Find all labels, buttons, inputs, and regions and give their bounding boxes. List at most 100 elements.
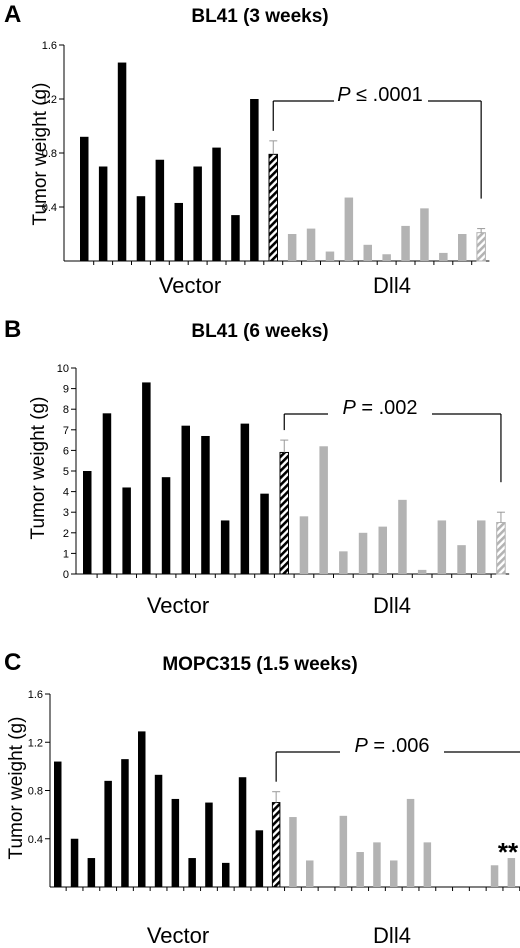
panel-b-y-tick-label: 7: [63, 425, 69, 437]
panel-a: A BL41 (3 weeks) Tumor weight (g) Vector…: [4, 1, 490, 298]
panel-a-y-tick-label: 0.8: [42, 148, 57, 160]
panel-a-p-text: ≤ .0001: [351, 84, 423, 106]
panel-c-vector-bar: [205, 802, 213, 887]
panel-b-vector-bar: [102, 413, 112, 574]
panel-c-y-axis-label: Tumor weight (g): [6, 717, 27, 860]
panel-b-dll4-bar: [299, 516, 309, 574]
panel-b-y-axis-label: Tumor weight (g): [28, 397, 49, 540]
panel-b: B BL41 (6 weeks) Tumor weight (g) Vector…: [4, 316, 510, 618]
panel-c-vector-mean-bar: [271, 802, 281, 888]
panel-a-letter: A: [4, 1, 21, 28]
panel-c-p-letter: P: [354, 735, 368, 757]
panel-a-p-letter: P: [337, 84, 351, 106]
panel-c-p-value: P = .006: [354, 735, 429, 757]
panel-c-vector-bar: [87, 858, 96, 887]
panel-a-vector-bar: [174, 202, 183, 261]
panel-b-dll4-bar: [358, 532, 368, 574]
panel-b-y-tick-label: 4: [63, 487, 69, 499]
panel-b-letter: B: [4, 316, 21, 343]
panel-b-y-tick-label: 2: [63, 528, 69, 540]
panel-b-y-tick-label: 9: [63, 384, 69, 396]
panel-c-letter: C: [4, 649, 21, 676]
panel-a-dll4-bar: [401, 225, 410, 261]
panel-c-vector-bar: [238, 777, 247, 887]
panel-a-dll4-bar: [458, 234, 467, 261]
panel-b-dll4-bar: [457, 545, 466, 574]
panel-a-plot: 0.4 0.8 1.2 1.6: [42, 40, 490, 265]
panel-a-dll4-bar: [306, 228, 316, 261]
panel-b-vector-label: Vector: [147, 593, 209, 618]
panel-b-dll4-bar: [398, 499, 407, 574]
panel-b-vector-bar: [161, 477, 171, 574]
panel-b-y-tick-label: 6: [63, 445, 69, 457]
panel-c-vector-bar: [255, 830, 264, 887]
panel-a-vector-bar: [250, 99, 259, 261]
panel-a-vector-bar: [98, 166, 108, 261]
panel-b-p-value: P = .002: [342, 397, 417, 419]
panel-a-y-tick-label: 0.4: [42, 202, 57, 214]
panel-b-dll4-mean-bar: [496, 522, 506, 575]
panel-c-dll4-bar: [406, 798, 415, 887]
panel-c: C MOPC315 (1.5 weeks) Tumor weight (g) V…: [4, 649, 520, 948]
panel-b-title: BL41 (6 weeks): [191, 321, 328, 342]
panel-c-y-tick-label: 1.2: [28, 737, 43, 749]
panel-b-dll4-bar: [378, 526, 387, 574]
panel-b-dll4-bar: [339, 551, 348, 574]
panel-c-vector-bar: [138, 731, 146, 887]
panel-a-dll4-mean-bar: [476, 232, 486, 262]
panel-b-dll4-bar: [437, 520, 447, 574]
panel-b-y-tick-label: 0: [63, 569, 69, 581]
panel-a-dll4-bar: [420, 208, 429, 261]
panel-a-dll4-bar: [363, 244, 372, 261]
panel-b-dll4-label: Dll4: [373, 593, 411, 618]
panel-c-p-text: = .006: [368, 735, 430, 757]
panel-a-vector-bar: [212, 147, 221, 261]
panel-c-dll4-bar: [390, 860, 398, 887]
panel-b-dll4-bar: [477, 520, 486, 574]
panel-c-y-tick-label: 0.8: [28, 786, 43, 798]
panel-a-vector-bar: [136, 196, 146, 261]
panel-a-dll4-label: Dll4: [373, 273, 411, 298]
panel-b-vector-bar: [220, 520, 230, 574]
panel-b-vector-mean-bar: [279, 451, 289, 575]
panel-c-y-tick-label: 1.6: [28, 689, 43, 701]
panel-b-vector-bar: [240, 423, 250, 574]
panel-b-y-tick-label: 3: [63, 507, 69, 519]
panel-c-vector-bar: [54, 761, 62, 887]
panel-a-vector-bar: [80, 136, 89, 261]
panel-c-vector-bar: [188, 858, 196, 887]
panel-c-vector-bar: [104, 780, 112, 887]
panel-c-vector-bar: [70, 838, 79, 887]
panel-a-y-axis-label: Tumor weight (g): [30, 83, 51, 226]
panel-a-dll4-bar: [325, 251, 335, 261]
panel-b-y-tick-label: 5: [63, 466, 69, 478]
panel-a-vector-bar: [193, 166, 202, 261]
panel-a-vector-label: Vector: [159, 273, 221, 298]
panel-a-title: BL41 (3 weeks): [191, 6, 328, 27]
panel-c-dll4-bar: [507, 858, 516, 887]
panel-c-vector-bar: [154, 774, 163, 887]
panel-a-vector-bar: [155, 159, 165, 261]
panel-b-plot: 0 1 2 3 4 5 6 7 8 9 10: [57, 363, 510, 581]
panel-c-plot: 0.4 0.8 1.2 1.6: [28, 689, 520, 891]
panel-a-dll4-bar: [439, 252, 448, 261]
panel-c-title: MOPC315 (1.5 weeks): [162, 654, 357, 675]
panel-b-vector-bar: [260, 493, 269, 574]
panel-b-y-tick-label: 10: [57, 363, 69, 375]
panel-b-p-text: = .002: [356, 397, 418, 419]
panel-b-vector-bar: [181, 425, 190, 574]
panel-c-dll4-bar: [423, 842, 432, 887]
panel-c-dll4-label: Dll4: [373, 923, 411, 948]
panel-b-dll4-bar: [417, 569, 427, 574]
panel-b-vector-bar: [201, 435, 210, 574]
panel-b-vector-bar: [83, 471, 92, 574]
panel-c-dll4-bar: [339, 815, 348, 887]
panel-c-vector-label: Vector: [147, 923, 209, 948]
panel-b-y-tick-label: 1: [63, 548, 69, 560]
panel-c-dll4-bar: [289, 817, 297, 887]
panel-c-dll4-bar: [306, 860, 314, 887]
panel-c-vector-bar: [222, 862, 230, 887]
panel-c-vector-bar: [171, 798, 180, 887]
panel-b-y-tick-label: 8: [63, 404, 69, 416]
